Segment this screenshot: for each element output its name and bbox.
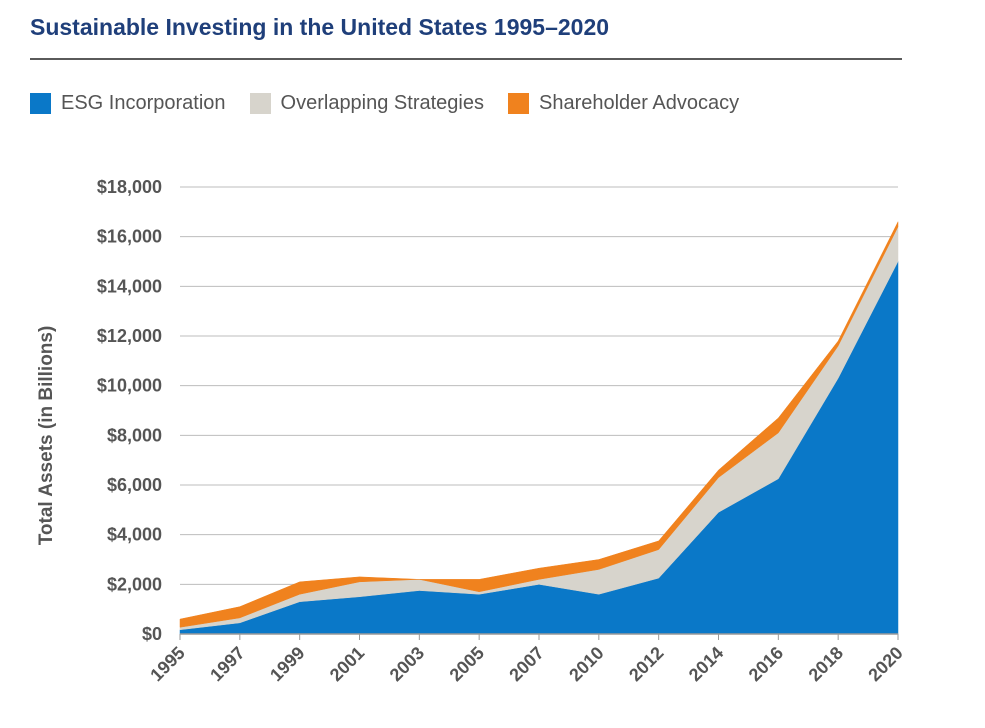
title-divider	[30, 58, 902, 60]
x-tick-label-4: 2003	[386, 643, 428, 685]
legend-label-overlapping: Overlapping Strategies	[280, 92, 484, 114]
legend-item-overlapping: Overlapping Strategies	[249, 92, 484, 115]
x-tick-label-1: 1997	[206, 643, 248, 685]
legend-label-esg: ESG Incorporation	[61, 92, 226, 114]
x-tick-label-3: 2001	[326, 643, 368, 685]
x-tick-label-5: 2005	[446, 643, 488, 685]
y-tick-label-8: $16,000	[97, 227, 162, 247]
x-tick-label-7: 2010	[565, 643, 607, 685]
chart-legend: ESG Incorporation Overlapping Strategies…	[30, 92, 763, 115]
y-tick-label-5: $10,000	[97, 376, 162, 396]
y-tick-label-1: $2,000	[107, 574, 162, 594]
x-tick-label-2: 1999	[266, 643, 308, 685]
x-tick-label-8: 2012	[625, 643, 667, 685]
x-tick-label-12: 2020	[864, 643, 906, 685]
y-tick-label-4: $8,000	[107, 425, 162, 445]
x-tick-label-11: 2018	[805, 643, 847, 685]
y-tick-label-2: $4,000	[107, 525, 162, 545]
legend-item-advocacy: Shareholder Advocacy	[507, 92, 740, 115]
chart-title: Sustainable Investing in the United Stat…	[30, 14, 610, 40]
y-tick-label-0: $0	[142, 624, 162, 644]
legend-swatch-advocacy	[507, 93, 529, 114]
y-tick-label-3: $6,000	[107, 475, 162, 495]
x-tick-label-6: 2007	[505, 643, 547, 685]
x-tick-label-0: 1995	[146, 643, 188, 685]
y-axis-label: Total Assets (in Billions)	[36, 326, 57, 546]
y-tick-label-9: $18,000	[97, 177, 162, 197]
x-tick-label-9: 2014	[685, 643, 727, 685]
y-tick-label-7: $14,000	[97, 276, 162, 296]
series-area-shareholder-advocacy	[179, 221, 899, 628]
legend-label-advocacy: Shareholder Advocacy	[538, 92, 740, 114]
legend-swatch-esg	[30, 93, 51, 114]
y-tick-label-6: $12,000	[97, 326, 162, 346]
x-tick-label-10: 2016	[745, 643, 787, 685]
legend-swatch-overlapping	[249, 93, 271, 114]
legend-item-esg: ESG Incorporation	[30, 92, 226, 115]
